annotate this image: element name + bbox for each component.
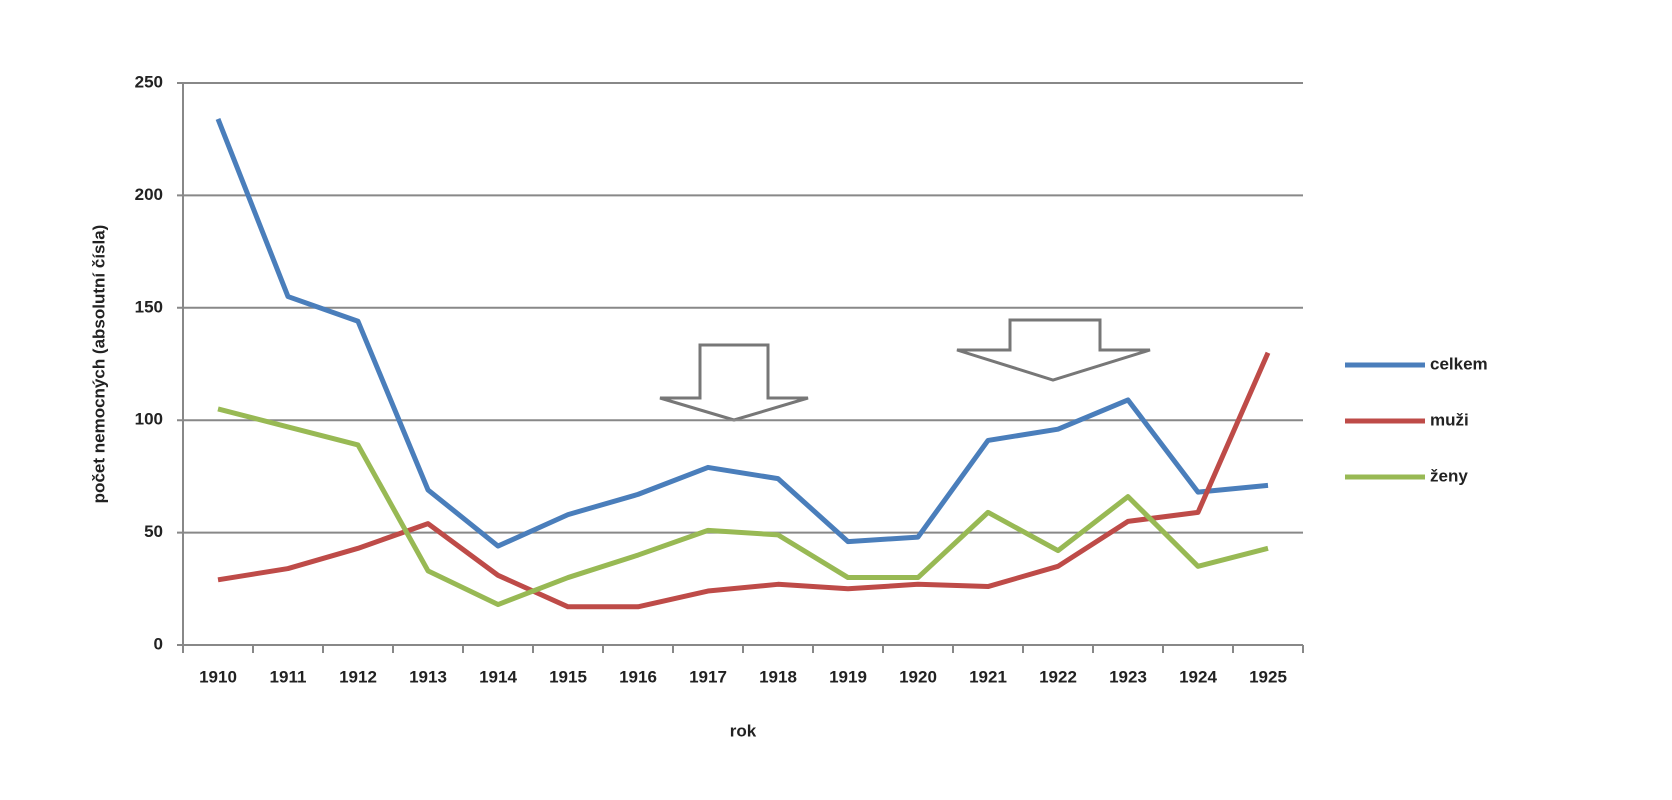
x-tick-label: 1925 (1249, 667, 1287, 686)
arrow-shape (659, 343, 809, 422)
x-tick-label: 1923 (1109, 667, 1147, 686)
x-tick-label: 1922 (1039, 667, 1077, 686)
y-tick-label: 0 (154, 634, 163, 653)
x-tick-label: 1921 (969, 667, 1007, 686)
arrow-shape (956, 318, 1151, 382)
x-tick-label: 1916 (619, 667, 657, 686)
legend-label: celkem (1430, 354, 1488, 373)
x-tick-label: 1912 (339, 667, 377, 686)
x-axis-label: rok (730, 721, 757, 740)
x-tick-label: 1915 (549, 667, 587, 686)
y-axis-label: počet nemocných (absolutní čísla) (89, 225, 108, 504)
x-tick-label: 1924 (1179, 667, 1217, 686)
y-tick-label: 100 (135, 410, 163, 429)
x-tick-label: 1910 (199, 667, 237, 686)
y-tick-label: 200 (135, 185, 163, 204)
x-tick-label: 1911 (270, 667, 307, 686)
x-tick-label: 1920 (899, 667, 937, 686)
legend-label: ženy (1430, 466, 1468, 485)
x-tick-label: 1917 (689, 667, 727, 686)
y-tick-label: 50 (144, 522, 163, 541)
y-tick-label: 150 (135, 297, 163, 316)
x-tick-label: 1913 (409, 667, 447, 686)
x-tick-label: 1914 (479, 667, 517, 686)
data-line (217, 406, 1269, 608)
data-line (217, 351, 1271, 610)
arrow (659, 318, 1151, 422)
y-tick-label: 250 (135, 72, 163, 91)
data-line (215, 118, 1269, 549)
legend-label: muži (1430, 410, 1469, 429)
x-tick-label: 1919 (829, 667, 867, 686)
x-tick-label: 1918 (759, 667, 797, 686)
